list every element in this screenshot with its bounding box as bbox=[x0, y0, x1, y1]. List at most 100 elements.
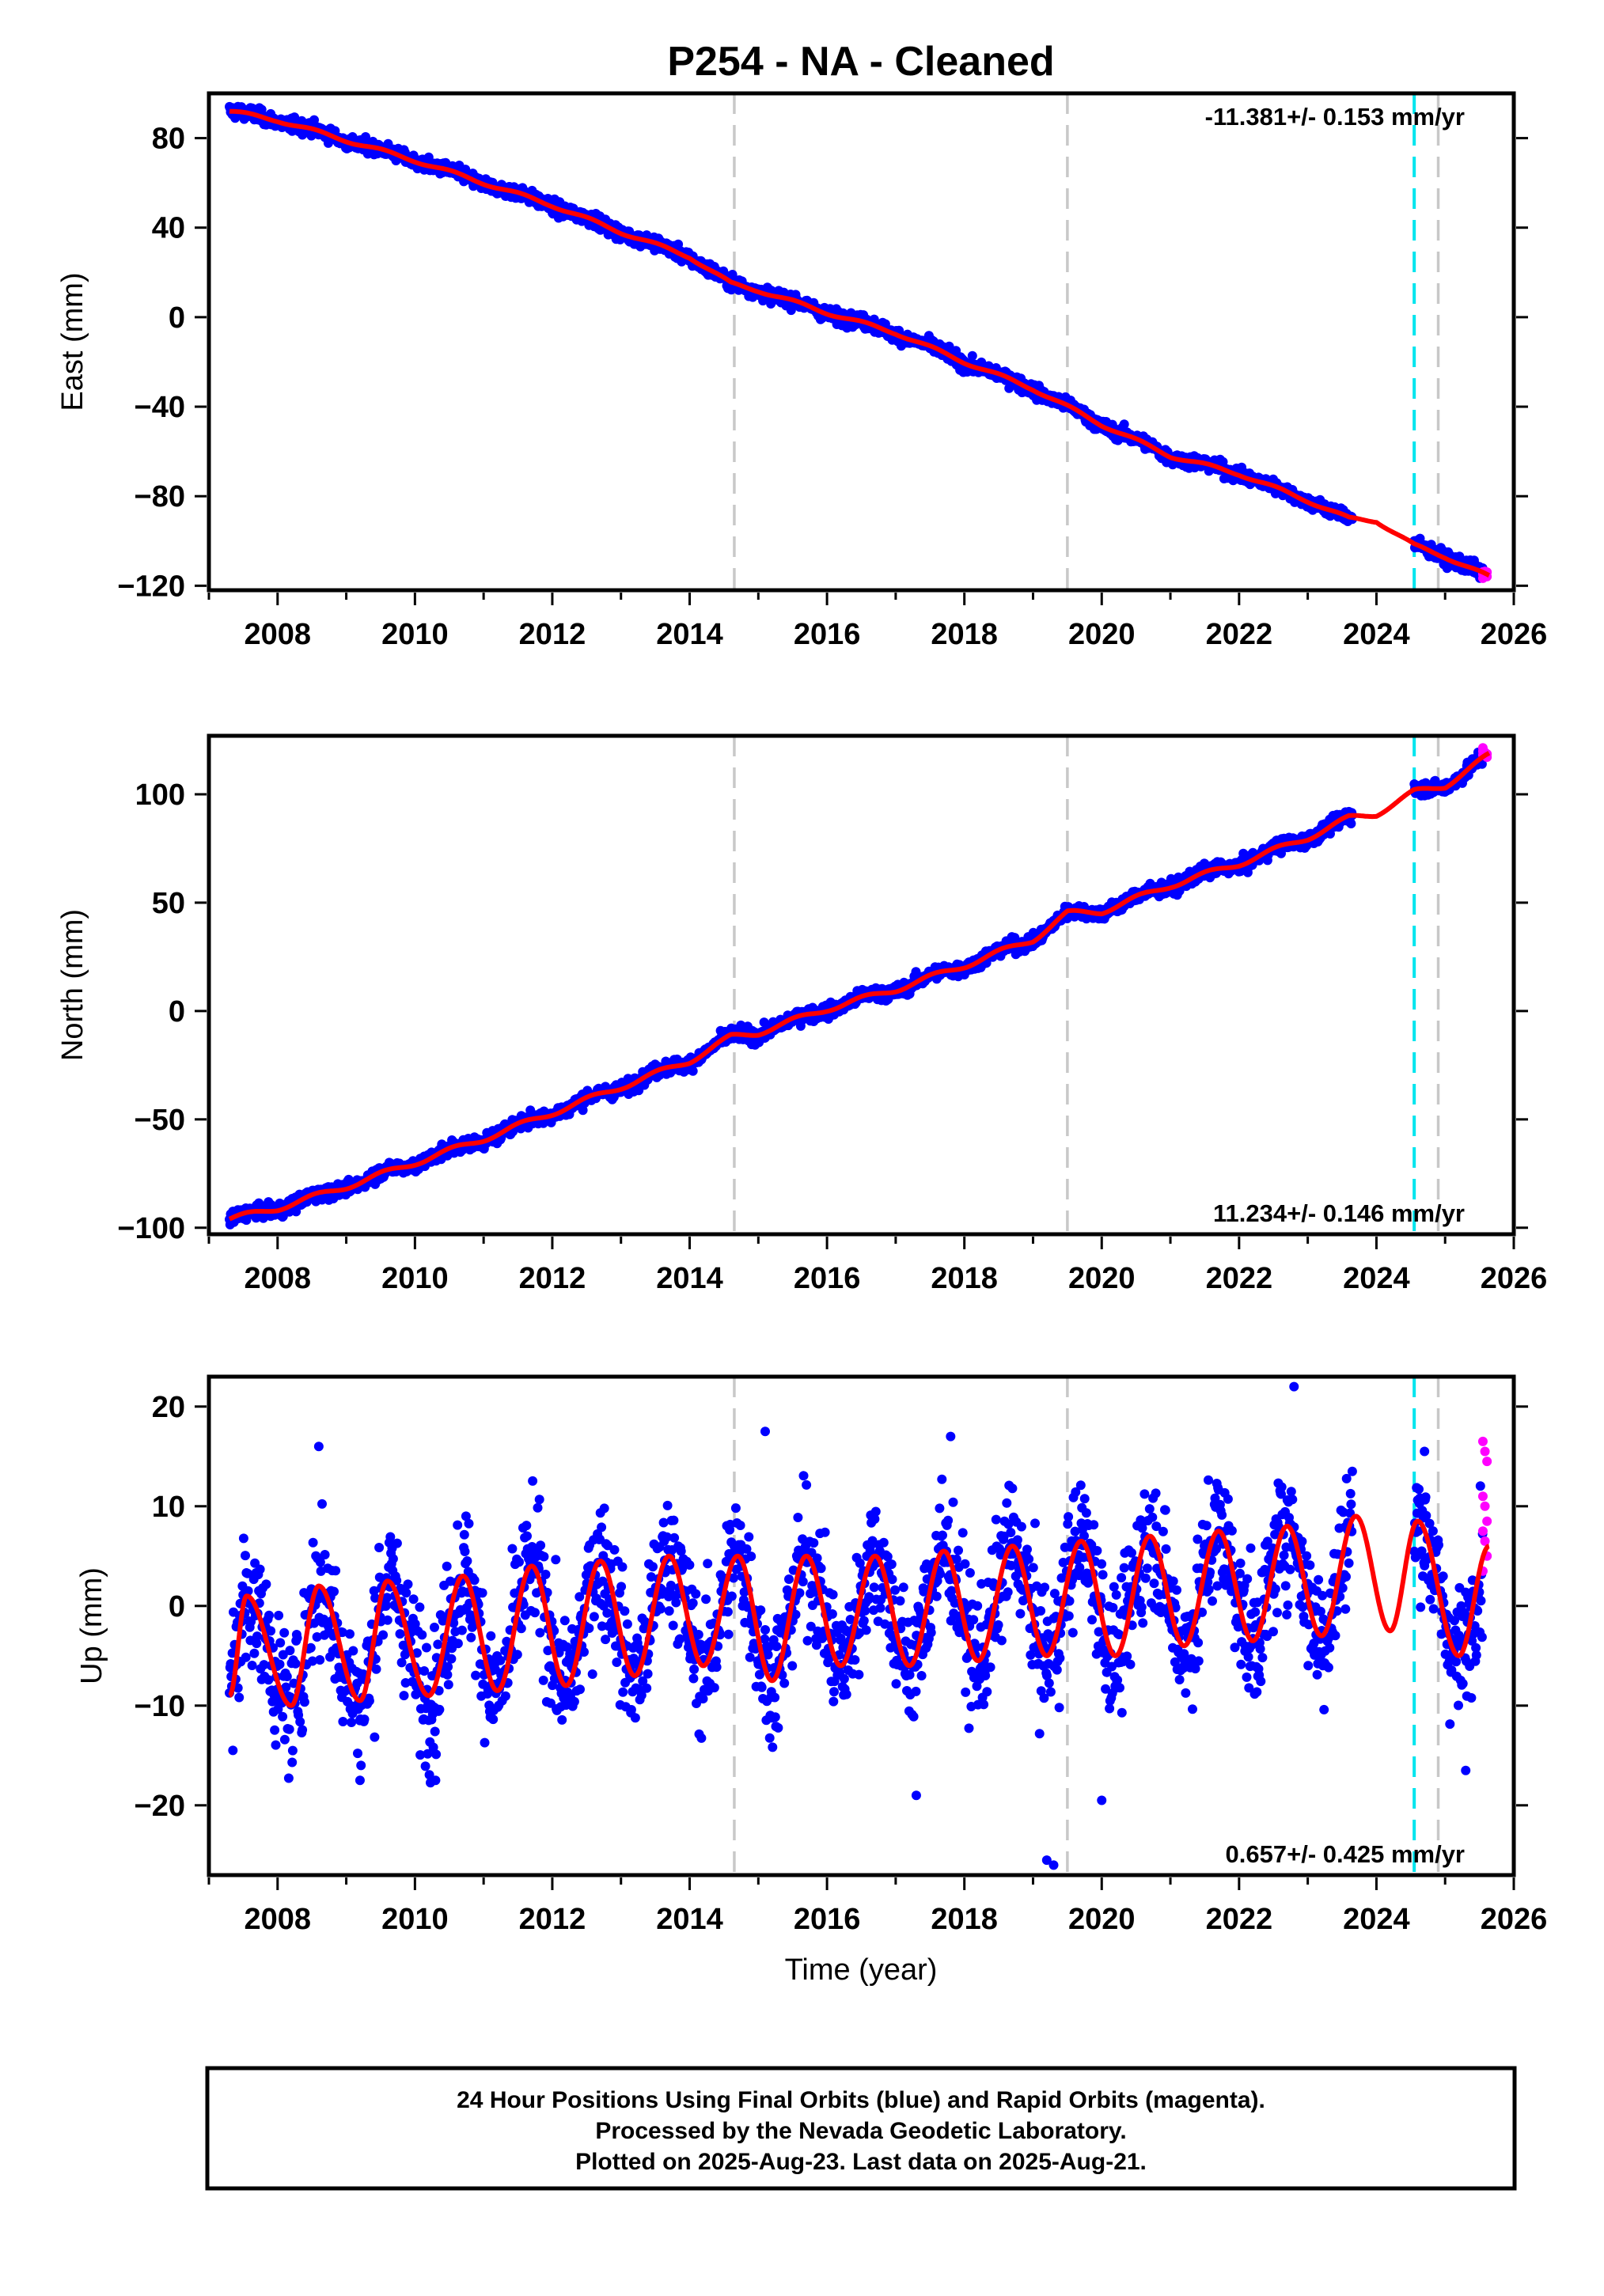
x-tick-label: 2026 bbox=[1481, 618, 1548, 651]
y-tick-label: 0 bbox=[169, 995, 185, 1029]
final-orbit-point bbox=[374, 1543, 385, 1552]
final-orbit-point bbox=[247, 1661, 257, 1670]
final-orbit-point bbox=[255, 1564, 265, 1574]
final-orbit-point bbox=[522, 1531, 532, 1541]
final-orbit-point bbox=[396, 1658, 407, 1668]
final-orbit-point bbox=[279, 1627, 290, 1638]
final-orbit-point bbox=[261, 1579, 271, 1589]
final-orbit-point bbox=[471, 1670, 481, 1680]
final-orbit-point bbox=[539, 1552, 549, 1562]
final-orbit-point bbox=[308, 1537, 318, 1548]
final-orbit-point bbox=[446, 1654, 457, 1664]
y-tick-label: 0 bbox=[169, 301, 185, 335]
y-tick-label: 40 bbox=[152, 212, 185, 245]
final-orbit-point bbox=[285, 1646, 295, 1656]
final-orbit-point bbox=[434, 1704, 445, 1714]
final-orbit-point bbox=[241, 1652, 251, 1662]
east-panel: 2008 2010 2012 2014 2016 2018 2020 2022 2024 2026… bbox=[56, 91, 1548, 651]
final-orbit-point bbox=[688, 1066, 698, 1076]
final-orbit-point bbox=[353, 1749, 362, 1759]
final-orbit-point bbox=[282, 1672, 292, 1681]
final-orbit-point bbox=[535, 1627, 545, 1638]
final-orbit-point bbox=[370, 1732, 380, 1742]
final-orbit-point bbox=[403, 1579, 413, 1589]
y-tick-label: −100 bbox=[117, 1212, 185, 1245]
velocity-annotation: 11.234+/- 0.146 mm/yr bbox=[1213, 1199, 1465, 1227]
final-orbit-point bbox=[464, 1518, 474, 1529]
final-orbit-point bbox=[279, 1734, 290, 1745]
final-orbit-point bbox=[234, 1692, 245, 1703]
x-tick-label: 2026 bbox=[1481, 1262, 1548, 1295]
final-orbit-point bbox=[420, 1761, 430, 1771]
final-orbit-point bbox=[347, 1718, 357, 1727]
final-orbit-point bbox=[569, 1696, 579, 1707]
x-tick-label: 2018 bbox=[931, 618, 998, 651]
final-orbit-point bbox=[533, 1502, 543, 1513]
final-orbit-point bbox=[331, 1566, 341, 1576]
x-tick-label: 2020 bbox=[1068, 618, 1136, 651]
x-tick-label: 2024 bbox=[1343, 618, 1410, 651]
x-tick-label: 2024 bbox=[1343, 1262, 1410, 1295]
final-orbit-point bbox=[287, 1745, 298, 1756]
final-orbit-point bbox=[371, 1664, 381, 1674]
final-orbit-point bbox=[249, 1648, 260, 1658]
x-tick-label: 2010 bbox=[381, 1262, 449, 1295]
final-orbit-point bbox=[559, 1616, 570, 1626]
up-panel: 2008 2010 2012 2014 2016 2018 2020 2022 2024 2026… bbox=[75, 1374, 1547, 1936]
final-orbit-point bbox=[477, 1588, 487, 1598]
final-orbit-point bbox=[408, 1594, 419, 1605]
y-tick-label: 80 bbox=[152, 123, 185, 156]
final-orbit-point bbox=[382, 1615, 392, 1625]
final-orbit-point bbox=[433, 1639, 443, 1650]
final-orbit-point bbox=[256, 104, 267, 115]
final-orbit-point bbox=[417, 1630, 427, 1640]
x-tick-label: 2014 bbox=[656, 618, 723, 651]
final-orbit-point bbox=[528, 1476, 538, 1486]
final-orbit-point bbox=[241, 1551, 250, 1561]
x-tick-label: 2022 bbox=[1206, 618, 1273, 651]
final-orbit-point bbox=[242, 1568, 252, 1578]
y-tick-label: −80 bbox=[135, 480, 185, 513]
final-orbit-point bbox=[243, 1586, 253, 1596]
final-orbit-point bbox=[538, 1675, 548, 1685]
x-tick-label: 2008 bbox=[245, 1262, 312, 1295]
final-orbit-point bbox=[459, 1529, 469, 1540]
final-orbit-point bbox=[259, 1660, 269, 1670]
final-orbit-point bbox=[1346, 819, 1356, 828]
final-orbit-point bbox=[442, 1561, 452, 1571]
final-orbit-point bbox=[295, 1717, 305, 1727]
final-orbit-point bbox=[320, 1550, 330, 1559]
y-tick-label: −50 bbox=[135, 1104, 185, 1137]
final-orbit-point bbox=[278, 1650, 288, 1660]
final-orbit-point bbox=[317, 1498, 327, 1509]
x-tick-label: 2022 bbox=[1206, 1262, 1273, 1295]
y-tick-label: 100 bbox=[135, 779, 185, 812]
final-orbit-point bbox=[422, 1642, 431, 1653]
final-orbit-point bbox=[238, 1533, 248, 1544]
final-orbit-point bbox=[480, 1737, 490, 1748]
y-axis-title: East (mm) bbox=[56, 272, 89, 411]
final-orbit-point bbox=[278, 1711, 288, 1722]
model-fit-line bbox=[228, 751, 1491, 1222]
final-orbit-point bbox=[298, 1725, 308, 1735]
final-orbit-point bbox=[299, 1697, 309, 1707]
final-orbit-point bbox=[378, 1630, 389, 1640]
final-orbit-point bbox=[967, 350, 977, 361]
final-orbit-point bbox=[359, 1714, 370, 1725]
final-orbit-point bbox=[1218, 457, 1228, 467]
plot-frame bbox=[207, 91, 1516, 593]
final-orbit-point bbox=[329, 1586, 339, 1597]
final-orbit-point bbox=[266, 1626, 276, 1636]
y-tick-label: −40 bbox=[135, 391, 185, 424]
final-orbit-point bbox=[270, 1725, 280, 1735]
final-orbit-point bbox=[453, 1639, 463, 1649]
x-tick-label: 2014 bbox=[656, 1262, 723, 1295]
final-orbit-point bbox=[364, 1695, 374, 1706]
final-orbit-point bbox=[431, 1749, 442, 1760]
final-orbit-point bbox=[507, 1544, 518, 1554]
final-orbit-point bbox=[460, 1547, 470, 1556]
final-orbit-point bbox=[1119, 419, 1129, 430]
final-orbit-point bbox=[575, 1684, 585, 1695]
